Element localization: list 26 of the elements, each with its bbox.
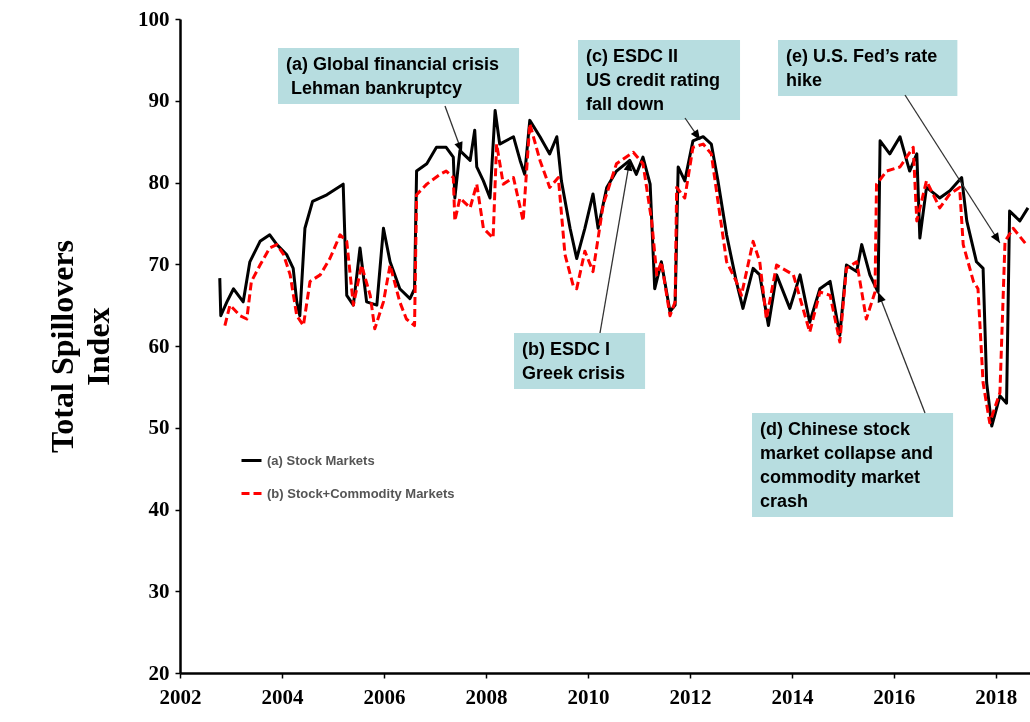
y-tick-label: 50 [148,415,170,440]
annotation: (b) ESDC I Greek crisis [522,339,626,383]
y-tick-label: 100 [138,6,170,31]
x-tick-label: 2012 [669,684,712,709]
y-tick-label: 90 [148,88,170,113]
x-tick-label: 2010 [567,684,610,709]
x-tick-label: 2016 [873,684,916,709]
y-tick-label: 30 [148,578,170,603]
legend-label: (b) Stock+Commodity Markets [267,485,455,501]
y-tick-label: 40 [148,497,170,521]
x-tick-label: 2006 [363,684,406,709]
y-tick-label: 60 [148,333,170,358]
y-tick-label: 80 [148,170,170,194]
annotation: (a) Global financial crisis Lehman bankruptcy [286,54,500,98]
legend-label: (a) Stock Markets [267,452,375,468]
annotation: (d) Chinese stock market collapse and commodity market crash [760,419,934,511]
x-tick-label: 2014 [771,684,814,709]
y-tick-label: 70 [148,251,170,276]
x-tick-label: 2004 [261,684,304,709]
annotation: (e) U.S. Fed’s rate hike [786,46,938,90]
y-tick-label: 20 [148,660,170,685]
x-tick-label: 2002 [159,684,202,709]
y-axis-title: Total Spillovers Index [44,239,116,454]
annotation: (c) ESDC II US credit rating fall down [586,46,721,114]
x-tick-label: 2018 [975,684,1018,709]
x-tick-label: 2008 [465,684,508,709]
